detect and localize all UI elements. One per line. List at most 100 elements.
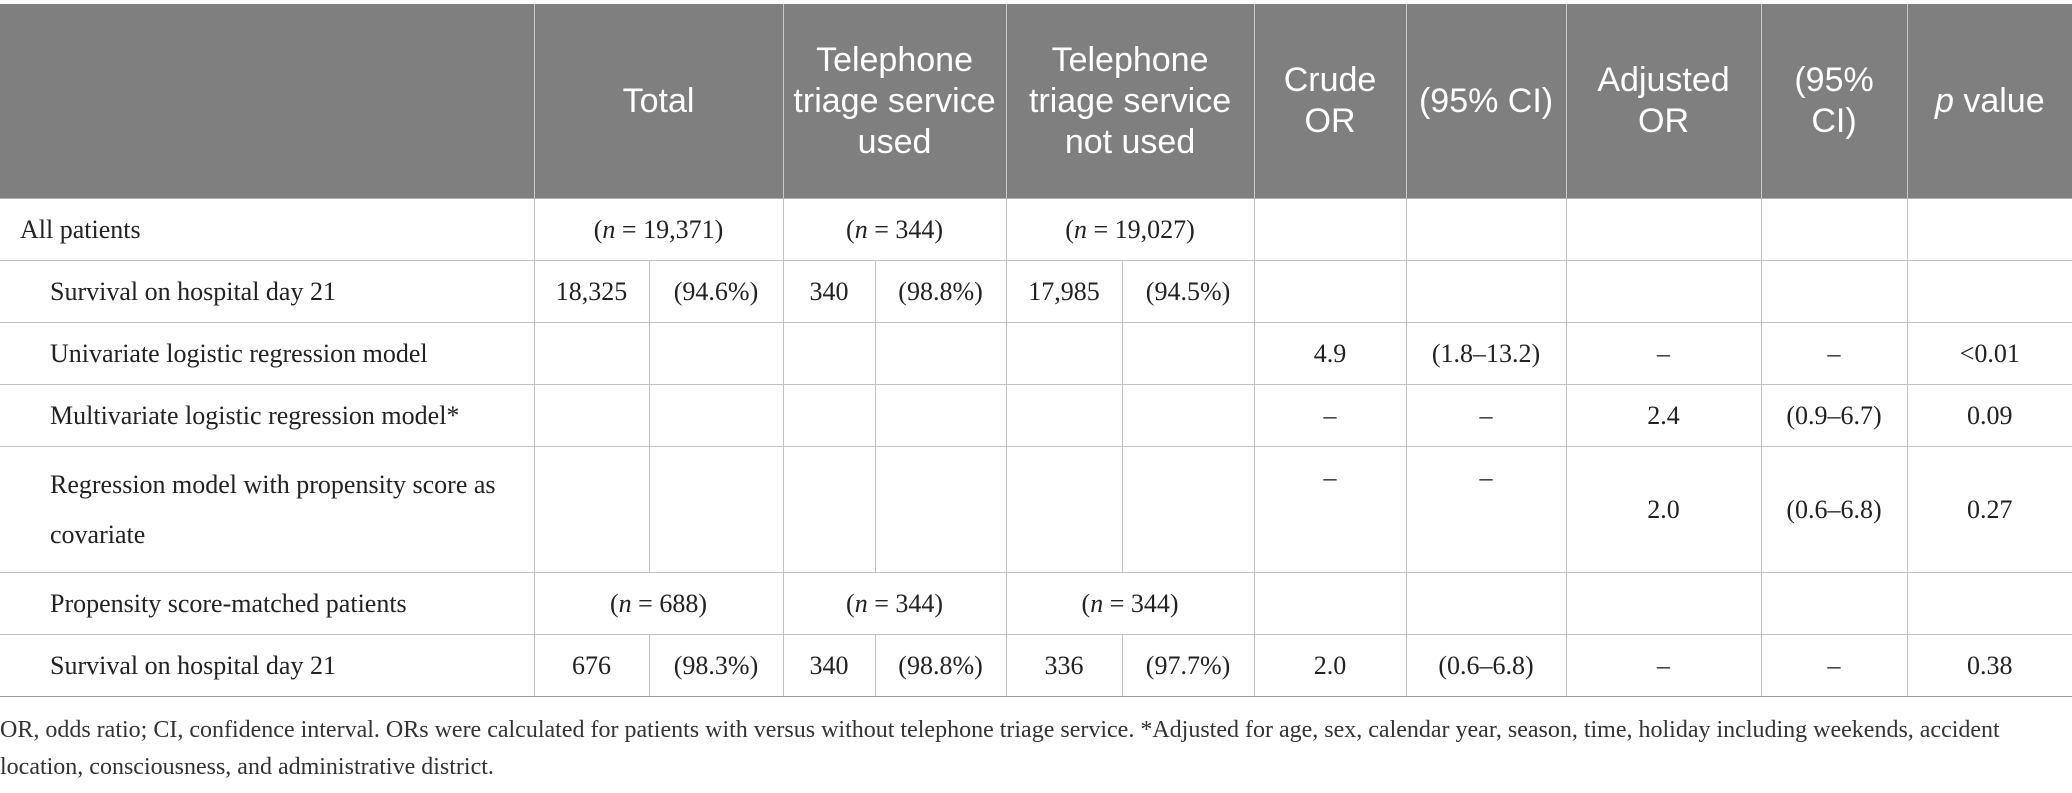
empty-cell (1121, 446, 1255, 573)
empty-cell (533, 384, 650, 447)
header-row: Total Telephone triage service used Tele… (0, 4, 2072, 199)
header-ci-2: (95% CI) (1760, 4, 1908, 199)
empty-cell (1253, 260, 1407, 323)
empty-cell (1906, 572, 2072, 635)
not-used-count-cell: 17,985 (1005, 260, 1123, 323)
header-label-column (0, 4, 535, 199)
table-footnote: OR, odds ratio; CI, confidence interval.… (0, 717, 2000, 780)
empty-cell (874, 446, 1007, 573)
total-n-cell: (n = 688) (533, 572, 784, 635)
used-count-cell: 340 (782, 260, 876, 323)
row-label: All patients (0, 198, 535, 261)
empty-cell (1005, 446, 1123, 573)
header-p-value: p value (1906, 4, 2072, 199)
crude-or-cell: 4.9 (1253, 322, 1407, 385)
empty-cell (1121, 322, 1255, 385)
p-value-cell: 0.09 (1906, 384, 2072, 447)
p-value-cell: <0.01 (1906, 322, 2072, 385)
header-adjusted-or: Adjusted OR (1565, 4, 1762, 199)
crude-or-cell: – (1253, 446, 1407, 573)
empty-cell (533, 322, 650, 385)
used-n-cell: (n = 344) (782, 572, 1007, 635)
ci-1-cell: (1.8–13.2) (1405, 322, 1567, 385)
ci-2-cell: – (1760, 634, 1908, 697)
ci-2-cell: (0.9–6.7) (1760, 384, 1908, 447)
empty-cell (1565, 198, 1762, 261)
not-used-n-cell: (n = 19,027) (1005, 198, 1255, 261)
table-row: Univariate logistic regression model 4.9… (0, 322, 2072, 385)
empty-cell (533, 446, 650, 573)
empty-cell (1906, 260, 2072, 323)
results-table: Total Telephone triage service used Tele… (0, 4, 2072, 697)
empty-cell (1005, 384, 1123, 447)
ci-2-cell: – (1760, 322, 1908, 385)
crude-or-cell: – (1253, 384, 1407, 447)
empty-cell (1121, 384, 1255, 447)
adjusted-or-cell: 2.0 (1565, 446, 1762, 573)
table-row: All patients (n = 19,371) (n = 344) (n =… (0, 198, 2072, 261)
ci-1-cell: – (1405, 446, 1567, 573)
row-label: Propensity score-matched patients (0, 572, 535, 635)
not-used-n-cell: (n = 344) (1005, 572, 1255, 635)
header-total: Total (533, 4, 784, 199)
header-crude-or: Crude OR (1253, 4, 1407, 199)
used-pct-cell: (98.8%) (874, 260, 1007, 323)
row-label: Survival on hospital day 21 (0, 260, 535, 323)
used-count-cell: 340 (782, 634, 876, 697)
empty-cell (648, 446, 784, 573)
empty-cell (782, 446, 876, 573)
not-used-count-cell: 336 (1005, 634, 1123, 697)
empty-cell (1565, 260, 1762, 323)
empty-cell (1005, 322, 1123, 385)
results-table-container: Total Telephone triage service used Tele… (0, 4, 2072, 697)
not-used-pct-cell: (94.5%) (1121, 260, 1255, 323)
empty-cell (782, 384, 876, 447)
total-count-cell: 18,325 (533, 260, 650, 323)
empty-cell (1253, 572, 1407, 635)
crude-or-cell: 2.0 (1253, 634, 1407, 697)
ci-2-cell: (0.6–6.8) (1760, 446, 1908, 573)
p-value-cell: 0.38 (1906, 634, 2072, 697)
empty-cell (782, 322, 876, 385)
empty-cell (874, 322, 1007, 385)
table-row: Survival on hospital day 21 676 (98.3%) … (0, 634, 2072, 697)
empty-cell (874, 384, 1007, 447)
empty-cell (1253, 198, 1407, 261)
header-used: Telephone triage service used (782, 4, 1007, 199)
empty-cell (648, 322, 784, 385)
ci-1-cell: – (1405, 384, 1567, 447)
total-n-cell: (n = 19,371) (533, 198, 784, 261)
not-used-pct-cell: (97.7%) (1121, 634, 1255, 697)
header-not-used: Telephone triage service not used (1005, 4, 1255, 199)
ci-1-cell: (0.6–6.8) (1405, 634, 1567, 697)
table-row: Survival on hospital day 21 18,325 (94.6… (0, 260, 2072, 323)
row-label: Multivariate logistic regression model* (0, 384, 535, 447)
row-label: Univariate logistic regression model (0, 322, 535, 385)
row-label: Survival on hospital day 21 (0, 634, 535, 697)
empty-cell (1760, 198, 1908, 261)
empty-cell (1565, 572, 1762, 635)
used-n-cell: (n = 344) (782, 198, 1007, 261)
header-p-rest: value (1953, 81, 2045, 120)
table-row: Propensity score-matched patients (n = 6… (0, 572, 2072, 635)
empty-cell (1405, 198, 1567, 261)
empty-cell (1760, 260, 1908, 323)
total-count-cell: 676 (533, 634, 650, 697)
empty-cell (648, 384, 784, 447)
row-label: Regression model with propensity score a… (0, 446, 535, 573)
empty-cell (1405, 260, 1567, 323)
total-pct-cell: (98.3%) (648, 634, 784, 697)
total-pct-cell: (94.6%) (648, 260, 784, 323)
p-value-cell: 0.27 (1906, 446, 2072, 573)
adjusted-or-cell: 2.4 (1565, 384, 1762, 447)
empty-cell (1906, 198, 2072, 261)
empty-cell (1760, 572, 1908, 635)
table-row: Regression model with propensity score a… (0, 446, 2072, 573)
table-row: Multivariate logistic regression model* … (0, 384, 2072, 447)
adjusted-or-cell: – (1565, 322, 1762, 385)
header-p-italic: p (1934, 81, 1954, 120)
adjusted-or-cell: – (1565, 634, 1762, 697)
empty-cell (1405, 572, 1567, 635)
header-ci-1: (95% CI) (1405, 4, 1567, 199)
used-pct-cell: (98.8%) (874, 634, 1007, 697)
